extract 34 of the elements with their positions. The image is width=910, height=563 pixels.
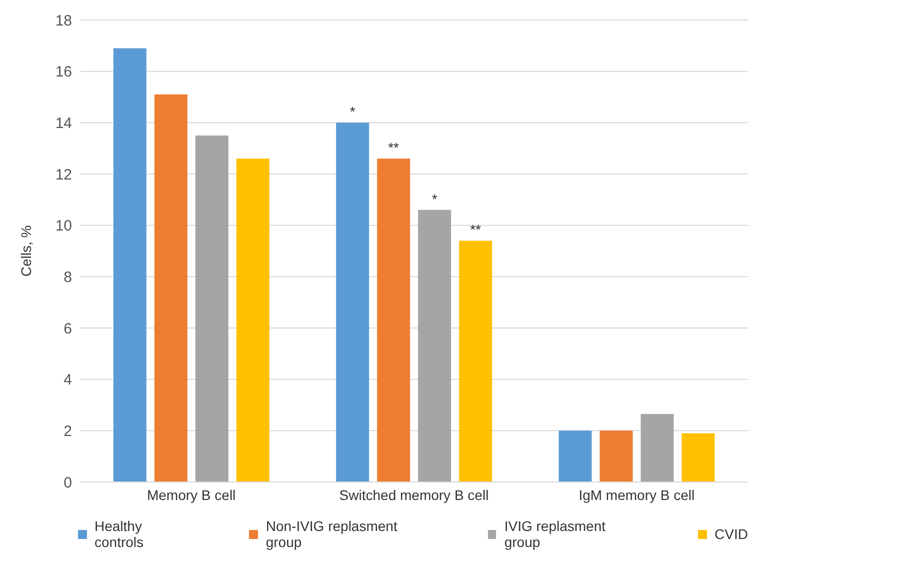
y-tick-label: 12 <box>55 166 72 184</box>
x-tick-label: Switched memory B cell <box>339 486 489 503</box>
y-axis-title: Cells, % <box>18 225 34 277</box>
bar <box>336 122 370 482</box>
x-tick-label: Memory B cell <box>146 486 236 503</box>
bar <box>195 136 228 482</box>
x-tick-label: IgM memory B cell <box>578 486 695 503</box>
legend-label: Non-IVIG replasment group <box>266 518 398 550</box>
y-tick-label: 2 <box>64 422 72 440</box>
y-tick-label: 8 <box>64 268 72 286</box>
y-tick-label: 10 <box>55 218 72 235</box>
legend-label: Healthy controls <box>94 518 145 550</box>
bar <box>600 430 633 482</box>
bar <box>154 94 188 482</box>
bar <box>236 158 270 482</box>
data-label: ** <box>388 140 400 156</box>
bar <box>418 210 452 482</box>
y-tick-label: 0 <box>64 474 72 492</box>
data-label: * <box>350 104 356 120</box>
bar <box>377 158 410 482</box>
legend-label: CVID <box>714 526 748 542</box>
y-tick-label: 14 <box>55 114 72 132</box>
bar <box>558 430 592 482</box>
data-label: ** <box>470 222 482 238</box>
y-tick-label: 16 <box>55 64 72 81</box>
bar <box>640 414 674 482</box>
data-label: * <box>432 190 438 207</box>
bar <box>682 433 715 482</box>
y-tick-label: 6 <box>64 320 72 338</box>
bar <box>113 48 146 482</box>
y-tick-label: 4 <box>64 372 72 389</box>
legend-label: IVIG replasment group <box>504 518 606 550</box>
y-tick-label: 18 <box>55 12 72 30</box>
bar <box>459 240 492 482</box>
